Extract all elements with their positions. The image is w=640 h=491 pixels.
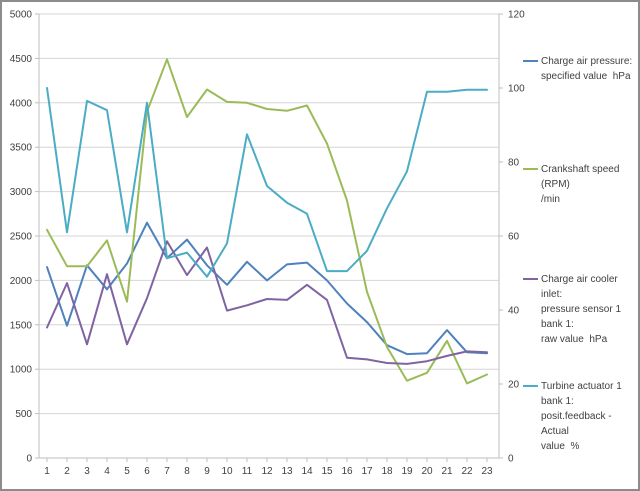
legend-marker-line [523, 278, 538, 280]
y-axis-right-tick-label: 40 [508, 306, 520, 317]
axes-layer [35, 13, 503, 462]
x-axis-tick-label: 14 [301, 466, 313, 477]
x-axis-tick-label: 9 [204, 466, 210, 477]
legend-label-line: pressure sensor 1 bank 1: [541, 304, 624, 330]
legend-label-line: raw value hPa [541, 334, 608, 345]
legend-label-line: Crankshaft speed (RPM) [541, 164, 623, 190]
x-axis-tick-label: 22 [461, 466, 473, 477]
legend-item-2: Crankshaft speed (RPM) /min [523, 162, 638, 207]
legend-marker-line [523, 168, 538, 170]
y-axis-left-tick-label: 4500 [10, 54, 33, 65]
legend-marker-line [523, 385, 538, 387]
x-axis-tick-label: 23 [481, 466, 493, 477]
legend-item-1: Charge air pressure: specified value hPa [523, 54, 638, 84]
legend-label-line: Charge air pressure: [541, 56, 633, 67]
series-line-4 [46, 87, 488, 278]
legend-label: Charge air pressure: specified value hPa [541, 54, 632, 84]
x-axis-tick-label: 11 [242, 466, 253, 477]
legend-label-line: Charge air cooler inlet: [541, 274, 621, 300]
y-axis-right-tick-label: 0 [508, 454, 514, 465]
legend-label: Turbine actuator 1 bank 1: posit.feedback… [541, 379, 638, 454]
y-axis-right-tick-label: 80 [508, 158, 520, 169]
series-line-1 [46, 221, 488, 356]
y-axis-right-tick-label: 100 [508, 84, 525, 95]
legend-label-line: /min [541, 194, 560, 205]
y-axis-left-tick-label: 500 [15, 409, 32, 420]
x-axis-tick-label: 15 [321, 466, 333, 477]
x-axis-tick-label: 3 [84, 466, 90, 477]
y-axis-left-tick-label: 3500 [10, 143, 33, 154]
x-axis-tick-label: 4 [104, 466, 110, 477]
y-axis-left-tick-label: 5000 [10, 10, 33, 21]
x-axis-tick-label: 12 [261, 466, 273, 477]
legend-item-3: Charge air cooler inlet: pressure sensor … [523, 272, 638, 347]
legend-label-line: specified value hPa [541, 71, 631, 82]
legend-label-line: posit.feedback - Actual [541, 411, 614, 437]
legend-label-line: value % [541, 441, 580, 452]
y-axis-right-tick-label: 60 [508, 232, 520, 243]
y-axis-left-tick-label: 1000 [10, 365, 33, 376]
x-axis-tick-label: 19 [401, 466, 413, 477]
x-axis-tick-label: 18 [381, 466, 393, 477]
x-axis-tick-label: 1 [44, 466, 50, 477]
x-axis-tick-label: 13 [281, 466, 293, 477]
x-axis-tick-label: 20 [421, 466, 433, 477]
series-line-2 [46, 58, 488, 385]
gridlines-layer [39, 13, 499, 415]
y-axis-right-tick-label: 120 [508, 10, 525, 21]
y-axis-left-tick-label: 0 [26, 454, 32, 465]
y-axis-left-tick-label: 1500 [10, 320, 33, 331]
x-axis-tick-label: 6 [144, 466, 150, 477]
x-axis-tick-label: 17 [361, 466, 373, 477]
legend-label-line: Turbine actuator 1 bank 1: [541, 381, 625, 407]
y-axis-right-tick-label: 20 [508, 380, 520, 391]
x-axis-tick-label: 21 [441, 466, 453, 477]
x-axis-tick-label: 10 [221, 466, 233, 477]
x-axis-tick-label: 5 [124, 466, 130, 477]
series-layer [46, 58, 488, 385]
y-axis-left-tick-label: 4000 [10, 98, 33, 109]
legend-label: Crankshaft speed (RPM) /min [541, 162, 638, 207]
x-axis-tick-label: 16 [341, 466, 353, 477]
y-axis-left-tick-label: 2000 [10, 276, 33, 287]
series-line-3 [46, 240, 488, 365]
axis-labels-layer: 0500100015002000250030003500400045005000… [10, 10, 525, 478]
legend-marker-line [523, 60, 538, 62]
legend-label: Charge air cooler inlet: pressure sensor … [541, 272, 638, 347]
x-axis-tick-label: 7 [164, 466, 170, 477]
y-axis-left-tick-label: 2500 [10, 232, 33, 243]
y-axis-left-tick-label: 3000 [10, 187, 33, 198]
x-axis-tick-label: 8 [184, 466, 190, 477]
x-axis-tick-label: 2 [64, 466, 70, 477]
legend-item-4: Turbine actuator 1 bank 1: posit.feedback… [523, 379, 638, 454]
